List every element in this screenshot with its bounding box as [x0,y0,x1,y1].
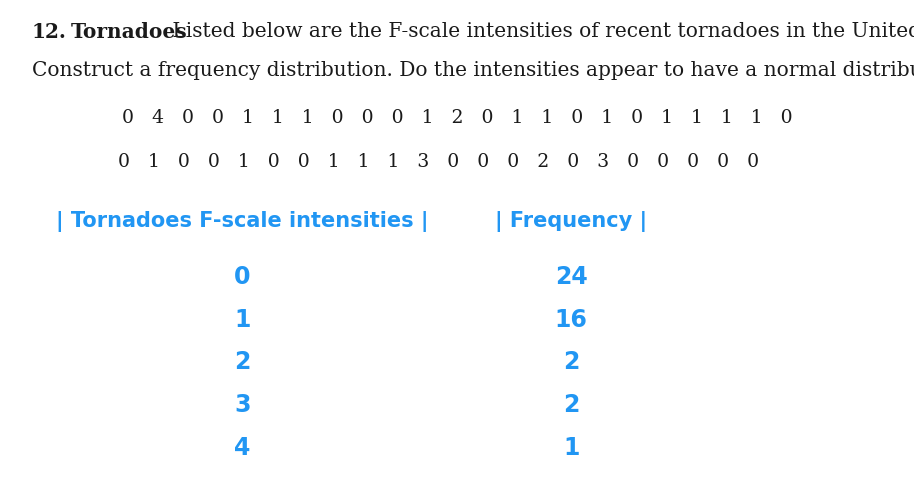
Text: 3: 3 [234,393,250,417]
Text: Listed below are the F-scale intensities of recent tornadoes in the United State: Listed below are the F-scale intensities… [166,22,914,41]
Text: 2: 2 [563,350,579,374]
Text: 0: 0 [234,265,250,289]
Text: Construct a frequency distribution. Do the intensities appear to have a normal d: Construct a frequency distribution. Do t… [32,61,914,80]
Text: 24: 24 [555,265,588,289]
Text: 1: 1 [563,436,579,460]
Text: 12.: 12. [32,22,67,42]
Text: | Frequency |: | Frequency | [495,211,647,232]
Text: 2: 2 [234,350,250,374]
Text: 16: 16 [555,308,588,331]
Text: | Tornadoes F-scale intensities |: | Tornadoes F-scale intensities | [56,211,429,232]
Text: 0   4   0   0   1   1   1   0   0   0   1   2   0   1   1   0   1   0   1   1   : 0 4 0 0 1 1 1 0 0 0 1 2 0 1 1 0 1 0 1 1 [122,109,792,127]
Text: Tornadoes: Tornadoes [70,22,187,42]
Text: 1: 1 [234,308,250,331]
Text: 4: 4 [234,436,250,460]
Text: 0   1   0   0   1   0   0   1   1   1   3   0   0   0   2   0   3   0   0   0   : 0 1 0 0 1 0 0 1 1 1 3 0 0 0 2 0 3 0 0 0 [118,153,760,171]
Text: 2: 2 [563,393,579,417]
